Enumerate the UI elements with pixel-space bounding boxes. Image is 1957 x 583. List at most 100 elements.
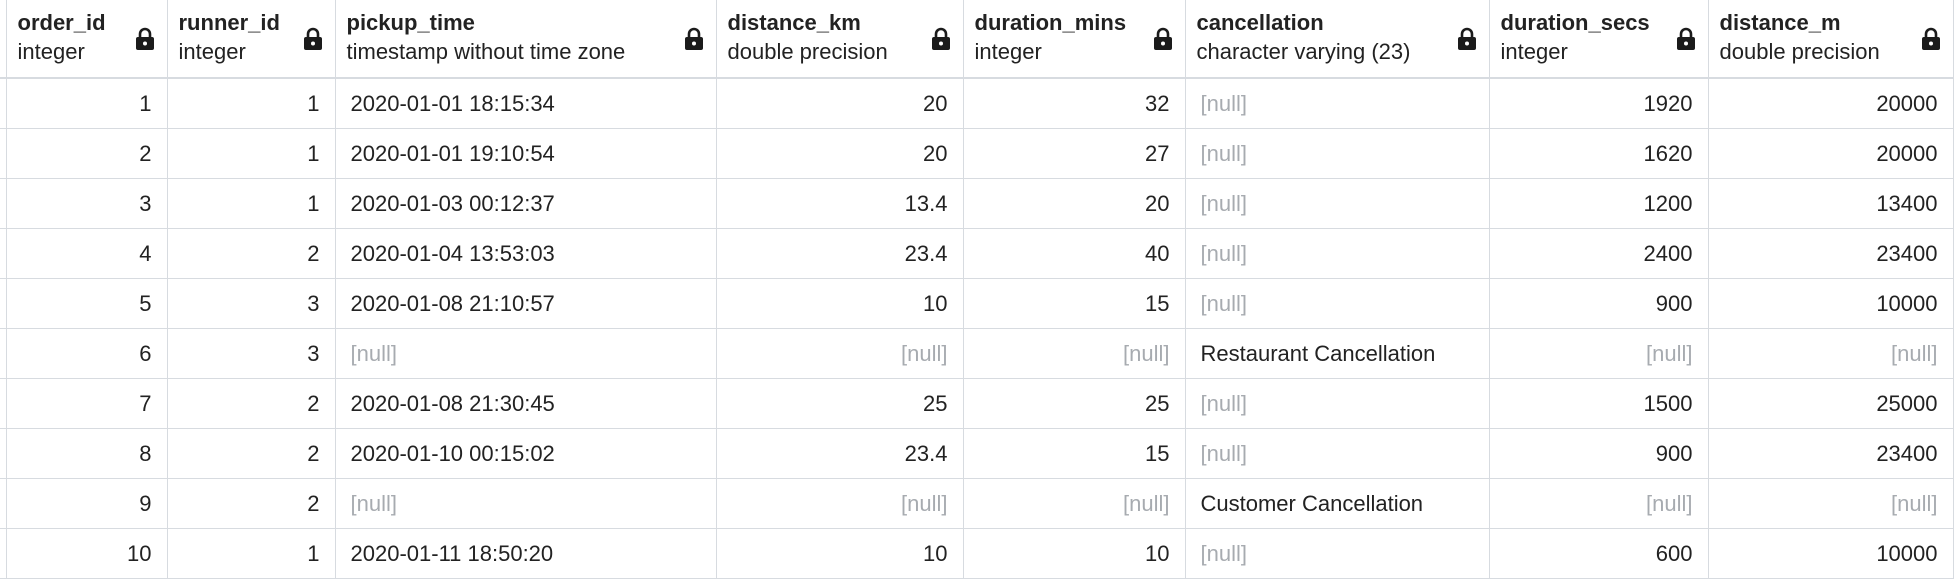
cell-distance-km[interactable]: 13.4 [716, 178, 964, 229]
cell-pickup-time[interactable]: [null] [335, 328, 717, 379]
cell-pickup-time[interactable]: 2020-01-10 00:15:02 [335, 428, 717, 479]
cell-duration-mins[interactable]: 10 [963, 528, 1186, 579]
column-header-runner-id[interactable]: runner_id integer [167, 0, 336, 79]
cell-duration-secs[interactable]: 1620 [1489, 128, 1709, 179]
table-row[interactable]: 6 3 [null] [null] [null] Restaurant Cancellat… [0, 328, 1954, 379]
cell-distance-km[interactable]: 20 [716, 128, 964, 179]
cell-distance-km[interactable]: 25 [716, 378, 964, 429]
row-gutter[interactable] [0, 378, 7, 429]
cell-distance-m[interactable]: 13400 [1708, 178, 1954, 229]
cell-runner-id[interactable]: 1 [167, 178, 336, 229]
table-row[interactable]: 9 2 [null] [null] [null] Customer Cancellatio… [0, 478, 1954, 529]
cell-order-id[interactable]: 5 [6, 278, 168, 329]
column-header-order-id[interactable]: order_id integer [6, 0, 168, 79]
cell-cancellation[interactable]: Restaurant Cancellation [1185, 328, 1490, 379]
cell-distance-m[interactable]: 23400 [1708, 228, 1954, 279]
cell-duration-mins[interactable]: 15 [963, 278, 1186, 329]
row-gutter[interactable] [0, 478, 7, 529]
cell-order-id[interactable]: 2 [6, 128, 168, 179]
table-row[interactable]: 7 2 2020-01-08 21:30:45 25 25 [null] 1500 25000 [0, 378, 1954, 429]
cell-duration-mins[interactable]: 25 [963, 378, 1186, 429]
cell-duration-mins[interactable]: 15 [963, 428, 1186, 479]
cell-cancellation[interactable]: [null] [1185, 528, 1490, 579]
cell-distance-km[interactable]: 10 [716, 278, 964, 329]
cell-runner-id[interactable]: 2 [167, 378, 336, 429]
cell-duration-secs[interactable]: 1200 [1489, 178, 1709, 229]
cell-duration-secs[interactable]: 2400 [1489, 228, 1709, 279]
cell-order-id[interactable]: 9 [6, 478, 168, 529]
cell-duration-mins[interactable]: [null] [963, 478, 1186, 529]
cell-duration-mins[interactable]: 20 [963, 178, 1186, 229]
table-row[interactable]: 2 1 2020-01-01 19:10:54 20 27 [null] 1620 20000 [0, 128, 1954, 179]
row-gutter[interactable] [0, 328, 7, 379]
cell-duration-mins[interactable]: [null] [963, 328, 1186, 379]
cell-distance-m[interactable]: 20000 [1708, 78, 1954, 129]
cell-duration-secs[interactable]: [null] [1489, 328, 1709, 379]
cell-duration-mins[interactable]: 27 [963, 128, 1186, 179]
column-header-pickup-time[interactable]: pickup_time timestamp without time zone [335, 0, 717, 79]
table-row[interactable]: 4 2 2020-01-04 13:53:03 23.4 40 [null] 2400 234… [0, 228, 1954, 279]
cell-distance-m[interactable]: [null] [1708, 478, 1954, 529]
column-header-distance-km[interactable]: distance_km double precision [716, 0, 964, 79]
cell-distance-m[interactable]: 10000 [1708, 278, 1954, 329]
cell-pickup-time[interactable]: 2020-01-03 00:12:37 [335, 178, 717, 229]
cell-pickup-time[interactable]: 2020-01-08 21:30:45 [335, 378, 717, 429]
row-gutter[interactable] [0, 78, 7, 129]
cell-order-id[interactable]: 6 [6, 328, 168, 379]
table-row[interactable]: 8 2 2020-01-10 00:15:02 23.4 15 [null] 900 2340… [0, 428, 1954, 479]
cell-pickup-time[interactable]: 2020-01-01 18:15:34 [335, 78, 717, 129]
cell-order-id[interactable]: 1 [6, 78, 168, 129]
cell-distance-km[interactable]: 10 [716, 528, 964, 579]
cell-distance-km[interactable]: [null] [716, 478, 964, 529]
cell-order-id[interactable]: 10 [6, 528, 168, 579]
cell-pickup-time[interactable]: 2020-01-11 18:50:20 [335, 528, 717, 579]
cell-cancellation[interactable]: Customer Cancellation [1185, 478, 1490, 529]
cell-distance-km[interactable]: 20 [716, 78, 964, 129]
row-gutter[interactable] [0, 528, 7, 579]
cell-runner-id[interactable]: 1 [167, 78, 336, 129]
cell-cancellation[interactable]: [null] [1185, 178, 1490, 229]
cell-distance-m[interactable]: [null] [1708, 328, 1954, 379]
cell-order-id[interactable]: 4 [6, 228, 168, 279]
cell-duration-secs[interactable]: 1500 [1489, 378, 1709, 429]
cell-cancellation[interactable]: [null] [1185, 278, 1490, 329]
cell-duration-secs[interactable]: 900 [1489, 278, 1709, 329]
cell-runner-id[interactable]: 2 [167, 428, 336, 479]
cell-duration-mins[interactable]: 32 [963, 78, 1186, 129]
cell-cancellation[interactable]: [null] [1185, 228, 1490, 279]
cell-pickup-time[interactable]: 2020-01-01 19:10:54 [335, 128, 717, 179]
row-gutter[interactable] [0, 178, 7, 229]
cell-duration-secs[interactable]: 1920 [1489, 78, 1709, 129]
cell-order-id[interactable]: 7 [6, 378, 168, 429]
column-header-duration-secs[interactable]: duration_secs integer [1489, 0, 1709, 79]
cell-distance-km[interactable]: 23.4 [716, 428, 964, 479]
cell-distance-m[interactable]: 25000 [1708, 378, 1954, 429]
row-gutter[interactable] [0, 428, 7, 479]
cell-duration-secs[interactable]: [null] [1489, 478, 1709, 529]
cell-runner-id[interactable]: 3 [167, 328, 336, 379]
cell-distance-m[interactable]: 20000 [1708, 128, 1954, 179]
cell-cancellation[interactable]: [null] [1185, 428, 1490, 479]
table-row[interactable]: 1 1 2020-01-01 18:15:34 20 32 [null] 1920 20000 [0, 78, 1954, 129]
cell-runner-id[interactable]: 2 [167, 228, 336, 279]
column-header-distance-m[interactable]: distance_m double precision [1708, 0, 1954, 79]
cell-runner-id[interactable]: 1 [167, 128, 336, 179]
cell-cancellation[interactable]: [null] [1185, 378, 1490, 429]
row-gutter[interactable] [0, 128, 7, 179]
cell-runner-id[interactable]: 3 [167, 278, 336, 329]
cell-runner-id[interactable]: 1 [167, 528, 336, 579]
cell-duration-mins[interactable]: 40 [963, 228, 1186, 279]
cell-cancellation[interactable]: [null] [1185, 78, 1490, 129]
cell-distance-km[interactable]: 23.4 [716, 228, 964, 279]
row-gutter[interactable] [0, 278, 7, 329]
table-row[interactable]: 5 3 2020-01-08 21:10:57 10 15 [null] 900 10000 [0, 278, 1954, 329]
table-row[interactable]: 10 1 2020-01-11 18:50:20 10 10 [null] 600 10000 [0, 528, 1954, 579]
cell-cancellation[interactable]: [null] [1185, 128, 1490, 179]
table-row[interactable]: 3 1 2020-01-03 00:12:37 13.4 20 [null] 1200 134… [0, 178, 1954, 229]
cell-duration-secs[interactable]: 900 [1489, 428, 1709, 479]
cell-duration-secs[interactable]: 600 [1489, 528, 1709, 579]
cell-distance-m[interactable]: 23400 [1708, 428, 1954, 479]
cell-pickup-time[interactable]: 2020-01-08 21:10:57 [335, 278, 717, 329]
cell-runner-id[interactable]: 2 [167, 478, 336, 529]
cell-distance-m[interactable]: 10000 [1708, 528, 1954, 579]
